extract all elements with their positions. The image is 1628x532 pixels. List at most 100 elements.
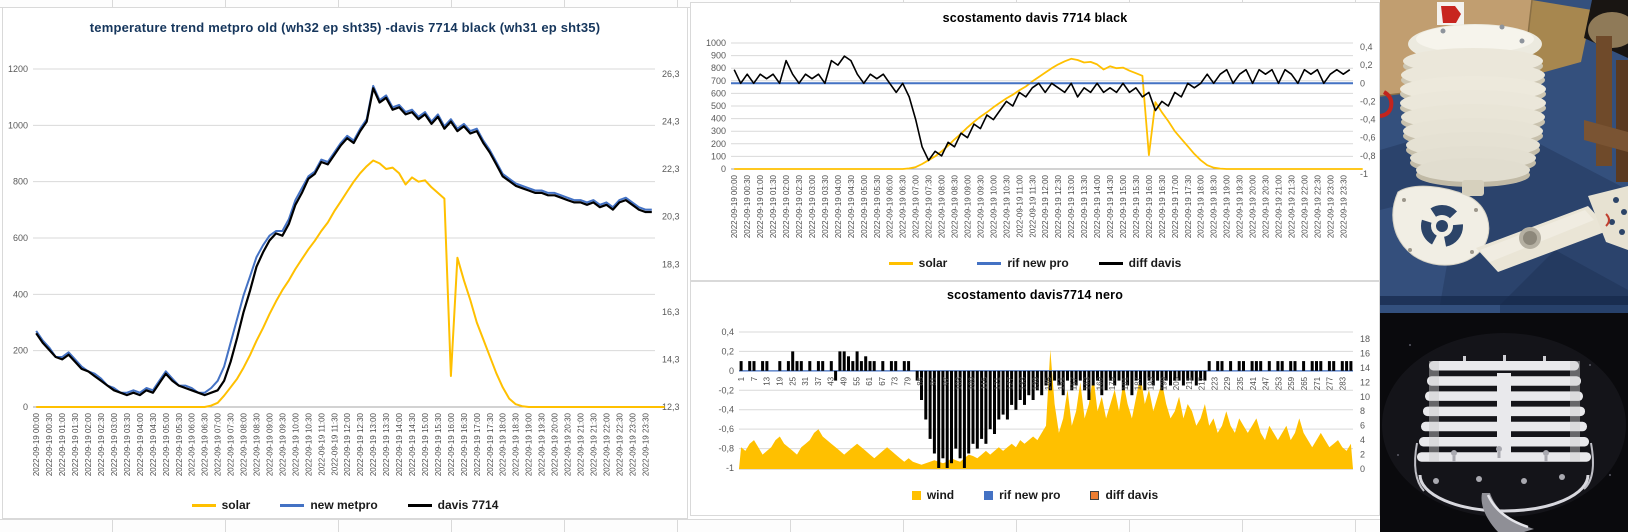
svg-text:2022-09-19 22:30: 2022-09-19 22:30 — [615, 412, 624, 476]
svg-text:2022-09-19 01:30: 2022-09-19 01:30 — [769, 174, 778, 238]
svg-text:115: 115 — [980, 376, 989, 389]
svg-text:800: 800 — [711, 63, 726, 73]
svg-text:2022-09-19 09:00: 2022-09-19 09:00 — [963, 174, 972, 238]
svg-text:2022-09-19 04:30: 2022-09-19 04:30 — [847, 174, 856, 238]
legend-item: diff davis — [1098, 256, 1181, 270]
svg-text:157: 157 — [1070, 376, 1079, 390]
svg-text:2022-09-19 13:30: 2022-09-19 13:30 — [382, 412, 391, 476]
svg-text:0: 0 — [729, 366, 734, 376]
svg-text:2022-09-19 13:00: 2022-09-19 13:00 — [369, 412, 378, 476]
svg-text:217: 217 — [1198, 376, 1207, 390]
svg-text:2022-09-19 11:30: 2022-09-19 11:30 — [1028, 174, 1037, 237]
legend-marker-rif-new-pro — [984, 490, 994, 500]
chart-scostamento-nero[interactable]: scostamento davis7714 nero 0,4 0,2 0 -0,2 -0… — [690, 281, 1380, 516]
svg-text:2022-09-19 11:30: 2022-09-19 11:30 — [330, 412, 339, 475]
legend-item: rif new pro — [984, 488, 1060, 502]
svg-text:2022-09-19 17:00: 2022-09-19 17:00 — [1171, 174, 1180, 238]
chart-title: scostamento davis 7714 black — [942, 11, 1128, 25]
svg-text:2022-09-19 10:00: 2022-09-19 10:00 — [291, 412, 300, 476]
svg-text:8: 8 — [1360, 406, 1365, 416]
svg-text:277: 277 — [1326, 376, 1335, 390]
svg-text:-0,4: -0,4 — [718, 405, 734, 415]
louvered-shield — [1414, 355, 1594, 513]
svg-text:16: 16 — [1360, 348, 1370, 358]
svg-text:2022-09-19 11:00: 2022-09-19 11:00 — [317, 412, 326, 475]
legend-label: wind — [926, 488, 955, 502]
svg-text:31: 31 — [801, 376, 810, 385]
svg-text:2022-09-19 07:00: 2022-09-19 07:00 — [912, 174, 921, 238]
svg-text:175: 175 — [1108, 376, 1117, 390]
svg-text:2022-09-19 20:00: 2022-09-19 20:00 — [1249, 174, 1258, 238]
svg-text:2022-09-19 00:30: 2022-09-19 00:30 — [45, 412, 54, 476]
svg-text:2022-09-19 06:00: 2022-09-19 06:00 — [886, 174, 895, 238]
svg-text:2022-09-19 19:00: 2022-09-19 19:00 — [525, 412, 534, 476]
chart-legend: solar rif new pro diff davis — [691, 256, 1379, 270]
svg-text:2022-09-19 12:00: 2022-09-19 12:00 — [343, 412, 352, 476]
svg-text:6: 6 — [1360, 421, 1365, 431]
legend-label: diff davis — [1105, 488, 1159, 502]
svg-text:2022-09-19 23:30: 2022-09-19 23:30 — [641, 412, 650, 476]
svg-text:2022-09-19 08:30: 2022-09-19 08:30 — [253, 412, 262, 476]
svg-text:-1: -1 — [726, 463, 734, 473]
svg-text:14,3: 14,3 — [662, 354, 680, 364]
excel-grid-strip-bottom — [0, 519, 1380, 532]
legend-item: wind — [911, 488, 955, 502]
svg-text:2022-09-19 16:00: 2022-09-19 16:00 — [447, 412, 456, 476]
svg-text:2022-09-19 02:30: 2022-09-19 02:30 — [97, 412, 106, 476]
svg-text:121: 121 — [993, 376, 1002, 390]
svg-text:2022-09-19 08:30: 2022-09-19 08:30 — [951, 174, 960, 238]
svg-text:2022-09-19 12:30: 2022-09-19 12:30 — [1054, 174, 1063, 238]
photo-bottom-art — [1380, 305, 1628, 532]
svg-text:12,3: 12,3 — [662, 402, 680, 412]
svg-text:1000: 1000 — [706, 38, 726, 48]
svg-text:400: 400 — [13, 289, 28, 299]
wooden-chair — [1584, 12, 1628, 182]
svg-text:2022-09-19 18:00: 2022-09-19 18:00 — [499, 412, 508, 476]
svg-text:2022-09-19 00:00: 2022-09-19 00:00 — [32, 412, 41, 476]
svg-text:2022-09-19 10:30: 2022-09-19 10:30 — [304, 412, 313, 476]
svg-text:0,4: 0,4 — [721, 327, 734, 337]
chart-temp-trend[interactable]: temperature trend metpro old (wh32 ep sh… — [2, 7, 688, 519]
svg-text:2022-09-19 07:00: 2022-09-19 07:00 — [214, 412, 223, 476]
svg-text:2022-09-19 03:30: 2022-09-19 03:30 — [821, 174, 830, 238]
chart-title: scostamento davis7714 nero — [946, 288, 1124, 302]
svg-text:2022-09-19 15:00: 2022-09-19 15:00 — [421, 412, 430, 476]
legend-label: rif new pro — [999, 488, 1061, 502]
svg-text:2022-09-19 06:30: 2022-09-19 06:30 — [201, 412, 210, 476]
svg-text:2022-09-19 19:00: 2022-09-19 19:00 — [1223, 174, 1232, 238]
svg-text:2022-09-19 23:00: 2022-09-19 23:00 — [1326, 174, 1335, 238]
svg-text:2022-09-19 15:30: 2022-09-19 15:30 — [434, 412, 443, 476]
svg-text:91: 91 — [929, 376, 938, 385]
svg-text:2022-09-19 01:30: 2022-09-19 01:30 — [71, 412, 80, 476]
photo-radiation-shield-stacked[interactable] — [1380, 0, 1628, 305]
svg-text:2022-09-19 01:00: 2022-09-19 01:00 — [756, 174, 765, 238]
photo-radiation-shield-louvered[interactable] — [1380, 305, 1628, 532]
svg-text:200: 200 — [13, 346, 28, 356]
svg-text:900: 900 — [711, 51, 726, 61]
svg-text:43: 43 — [827, 376, 836, 385]
svg-text:85: 85 — [916, 376, 925, 385]
svg-text:187: 187 — [1134, 376, 1143, 390]
svg-text:2022-09-19 06:00: 2022-09-19 06:00 — [188, 412, 197, 476]
svg-text:2022-09-19 15:30: 2022-09-19 15:30 — [1132, 174, 1141, 238]
svg-text:-0,6: -0,6 — [718, 424, 734, 434]
legend-item: diff davis — [1090, 488, 1158, 502]
svg-text:247: 247 — [1262, 376, 1271, 390]
svg-text:241: 241 — [1249, 376, 1258, 390]
svg-text:139: 139 — [1031, 376, 1040, 390]
svg-text:0: 0 — [1360, 78, 1365, 88]
svg-text:2022-09-19 00:30: 2022-09-19 00:30 — [743, 174, 752, 238]
red-object — [1380, 90, 1394, 118]
legend-marker-diff-davis — [1090, 490, 1100, 500]
svg-text:2022-09-19 21:30: 2022-09-19 21:30 — [1287, 174, 1296, 238]
legend-label: new metpro — [310, 498, 378, 512]
svg-text:2022-09-19 18:30: 2022-09-19 18:30 — [1210, 174, 1219, 238]
svg-text:2022-09-19 16:30: 2022-09-19 16:30 — [460, 412, 469, 476]
svg-text:253: 253 — [1274, 376, 1283, 390]
chart-plot: 0,40,20-0,2-0,4-0,6-0,8-1181614121086420… — [718, 327, 1370, 474]
chart-scostamento-black[interactable]: scostamento davis 7714 black 0 100 200 300 4… — [690, 2, 1380, 281]
svg-text:205: 205 — [1172, 376, 1181, 390]
chart-legend: solar new metpro davis 7714 — [3, 498, 687, 512]
svg-text:700: 700 — [711, 76, 726, 86]
svg-text:37: 37 — [814, 376, 823, 385]
